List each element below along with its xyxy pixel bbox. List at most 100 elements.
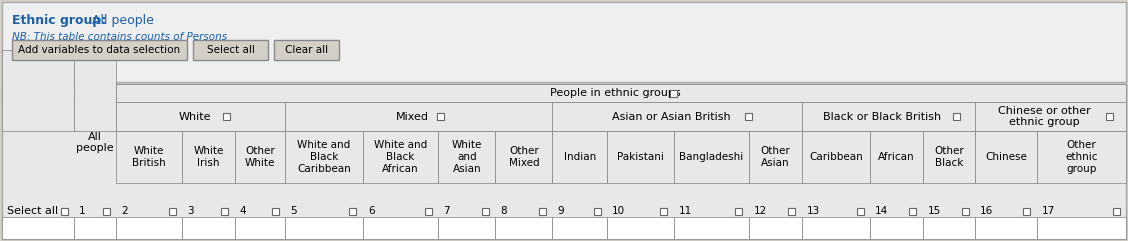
Text: White
Irish: White Irish [193, 146, 223, 168]
Bar [923, 217, 976, 239]
Bar [870, 217, 923, 239]
Text: African: African [878, 152, 915, 162]
Bar [438, 113, 444, 120]
Bar [802, 102, 976, 131]
Bar [116, 131, 183, 183]
Bar [749, 131, 802, 183]
Bar [74, 50, 116, 131]
Text: Other
ethnic
group: Other ethnic group [1065, 141, 1098, 174]
Bar [802, 131, 870, 183]
Bar [116, 102, 285, 131]
Bar [61, 208, 68, 214]
Bar [272, 208, 279, 214]
Bar [660, 208, 667, 214]
Text: Add variables to data selection: Add variables to data selection [18, 45, 180, 55]
Bar [1037, 217, 1126, 239]
Bar [495, 217, 553, 239]
Text: White and
Black
Caribbean: White and Black Caribbean [297, 141, 351, 174]
Bar [1112, 208, 1119, 214]
Bar [673, 131, 749, 183]
Text: 12: 12 [754, 206, 767, 216]
Text: 9: 9 [557, 206, 564, 216]
Bar [169, 208, 176, 214]
Bar [1107, 113, 1113, 120]
Text: Indian: Indian [564, 152, 596, 162]
Text: 3: 3 [187, 206, 194, 216]
Bar [870, 131, 923, 183]
Bar [1023, 208, 1030, 214]
Bar [2, 217, 74, 239]
Text: 7: 7 [443, 206, 450, 216]
Bar [438, 131, 495, 183]
Text: People in ethnic groups: People in ethnic groups [549, 88, 680, 98]
Bar [116, 84, 1126, 102]
Text: Other
Black: Other Black [934, 146, 963, 168]
Bar [749, 217, 802, 239]
Bar [285, 131, 363, 183]
Text: 11: 11 [679, 206, 691, 216]
Bar [553, 131, 607, 183]
Text: Caribbean: Caribbean [809, 152, 863, 162]
Bar [425, 208, 432, 214]
Text: 4: 4 [240, 206, 246, 216]
Bar [788, 208, 795, 214]
Bar [363, 217, 438, 239]
Bar [673, 217, 749, 239]
Text: Ethnic group:: Ethnic group: [12, 14, 106, 27]
Bar [909, 208, 916, 214]
Bar [235, 131, 285, 183]
Text: Clear all: Clear all [285, 45, 328, 55]
Text: 1: 1 [79, 206, 86, 216]
Text: 5: 5 [290, 206, 297, 216]
Bar [285, 102, 553, 131]
Bar [74, 84, 116, 102]
Bar [976, 131, 1037, 183]
Text: White and
Black
African: White and Black African [373, 141, 428, 174]
Bar [2, 84, 74, 102]
Bar [2, 50, 74, 131]
Text: 8: 8 [501, 206, 506, 216]
Text: White
and
Asian: White and Asian [451, 141, 482, 174]
Bar [607, 217, 673, 239]
Bar [438, 217, 495, 239]
Bar [856, 208, 864, 214]
Text: White
British: White British [132, 146, 166, 168]
Bar [976, 102, 1126, 131]
Text: 2: 2 [121, 206, 127, 216]
Bar [2, 2, 1126, 82]
Text: 15: 15 [927, 206, 941, 216]
Bar [962, 208, 969, 214]
Bar [274, 40, 340, 60]
Text: All
people: All people [77, 132, 114, 153]
Bar [116, 217, 183, 239]
Bar [350, 208, 356, 214]
Bar [923, 131, 976, 183]
Text: 14: 14 [875, 206, 889, 216]
Bar [735, 208, 742, 214]
Text: Pakistani: Pakistani [617, 152, 664, 162]
Bar [482, 208, 488, 214]
Bar [746, 113, 752, 120]
Text: Other
Asian: Other Asian [760, 146, 790, 168]
Bar [363, 131, 438, 183]
Text: Asian or Asian British: Asian or Asian British [611, 112, 730, 121]
Bar [553, 217, 607, 239]
Bar [223, 113, 230, 120]
Text: Mixed: Mixed [396, 112, 430, 121]
Text: Other
Mixed: Other Mixed [509, 146, 539, 168]
Text: Chinese: Chinese [985, 152, 1026, 162]
Text: 10: 10 [613, 206, 625, 216]
Bar [103, 208, 109, 214]
Bar [285, 217, 363, 239]
Text: Black or Black British: Black or Black British [823, 112, 942, 121]
Bar [593, 208, 601, 214]
Bar [193, 40, 268, 60]
Bar [553, 102, 802, 131]
Text: White: White [178, 112, 211, 121]
Bar [976, 217, 1037, 239]
Text: Select all: Select all [206, 45, 255, 55]
Text: Bangladeshi: Bangladeshi [679, 152, 743, 162]
Bar [670, 89, 677, 96]
Text: 6: 6 [368, 206, 374, 216]
Text: NB: This table contains counts of Persons: NB: This table contains counts of Person… [12, 32, 227, 42]
